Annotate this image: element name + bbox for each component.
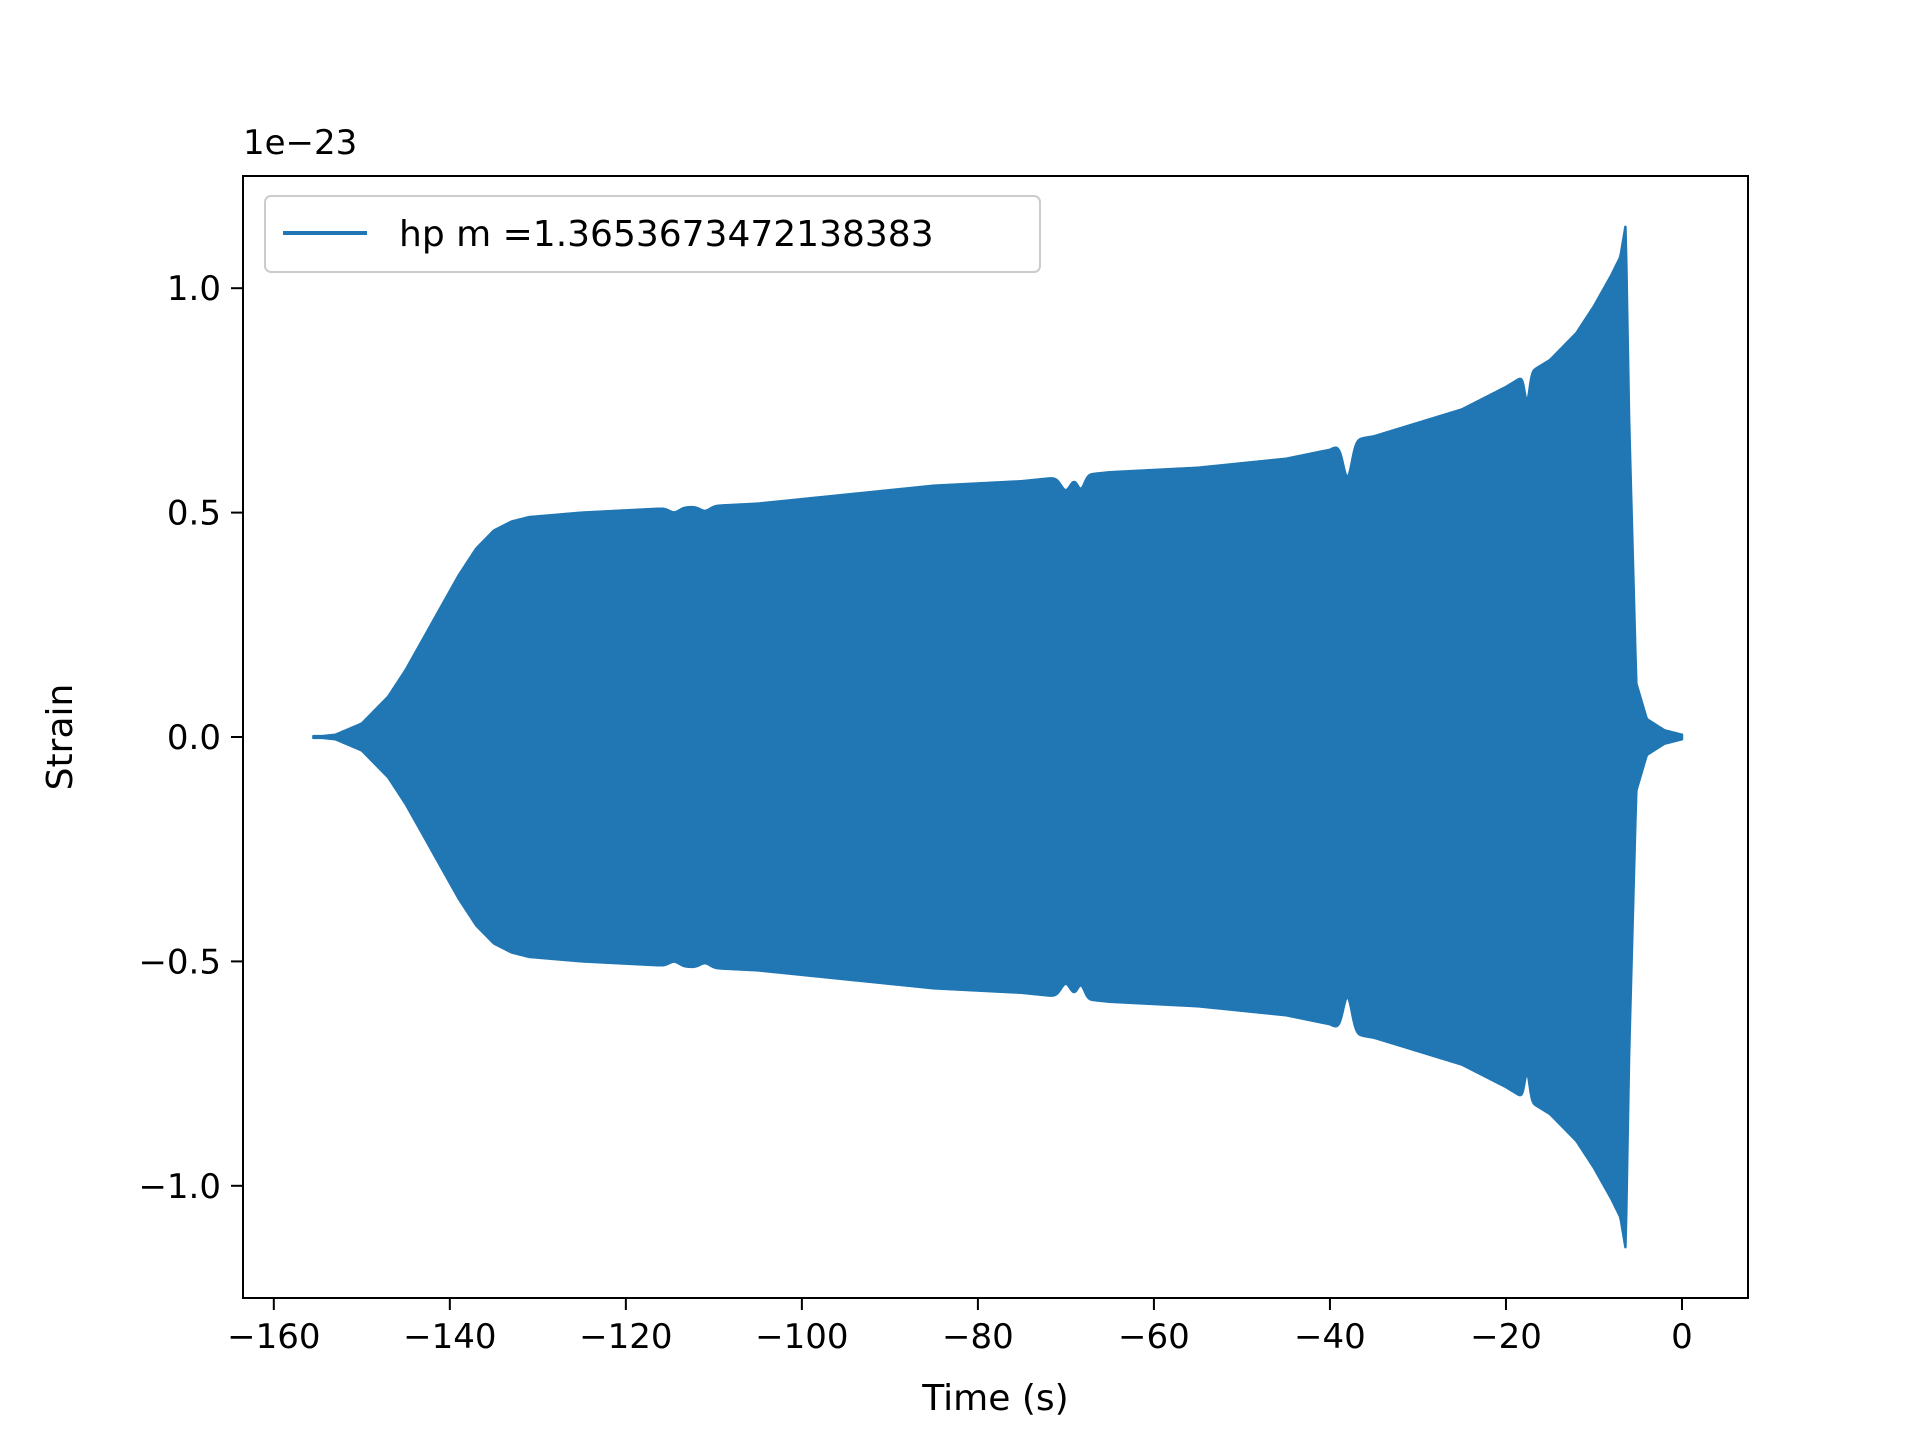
y-tick-label: 0.0 xyxy=(167,718,221,758)
x-tick-label: −100 xyxy=(755,1317,848,1357)
x-tick-label: −60 xyxy=(1118,1317,1190,1357)
x-axis-label: Time (s) xyxy=(921,1378,1068,1419)
x-tick-label: −20 xyxy=(1470,1317,1542,1357)
x-tick-label: 0 xyxy=(1671,1317,1693,1357)
y-axis: −1.0 −0.5 0.0 0.5 1.0 xyxy=(138,269,243,1207)
y-tick-label: 0.5 xyxy=(167,494,221,534)
y-offset-text: 1e−23 xyxy=(243,123,357,163)
x-tick-label: −120 xyxy=(579,1317,672,1357)
legend: hp m =1.3653673472138383 xyxy=(264,195,1041,273)
x-tick-label: −40 xyxy=(1294,1317,1366,1357)
series-waveform xyxy=(312,225,1684,1249)
x-tick-label: −140 xyxy=(403,1317,496,1357)
legend-entry: hp m =1.3653673472138383 xyxy=(399,214,934,255)
plot-area xyxy=(312,225,1684,1249)
y-tick-label: −1.0 xyxy=(138,1167,221,1207)
y-tick-label: −0.5 xyxy=(138,942,221,982)
y-axis-label: Strain xyxy=(40,684,81,791)
y-tick-label: 1.0 xyxy=(167,269,221,309)
legend-box xyxy=(264,195,1041,273)
x-tick-label: −160 xyxy=(227,1317,320,1357)
x-tick-label: −80 xyxy=(942,1317,1014,1357)
x-axis: −160 −140 −120 −100 −80 −60 −40 −20 0 xyxy=(227,1298,1693,1357)
